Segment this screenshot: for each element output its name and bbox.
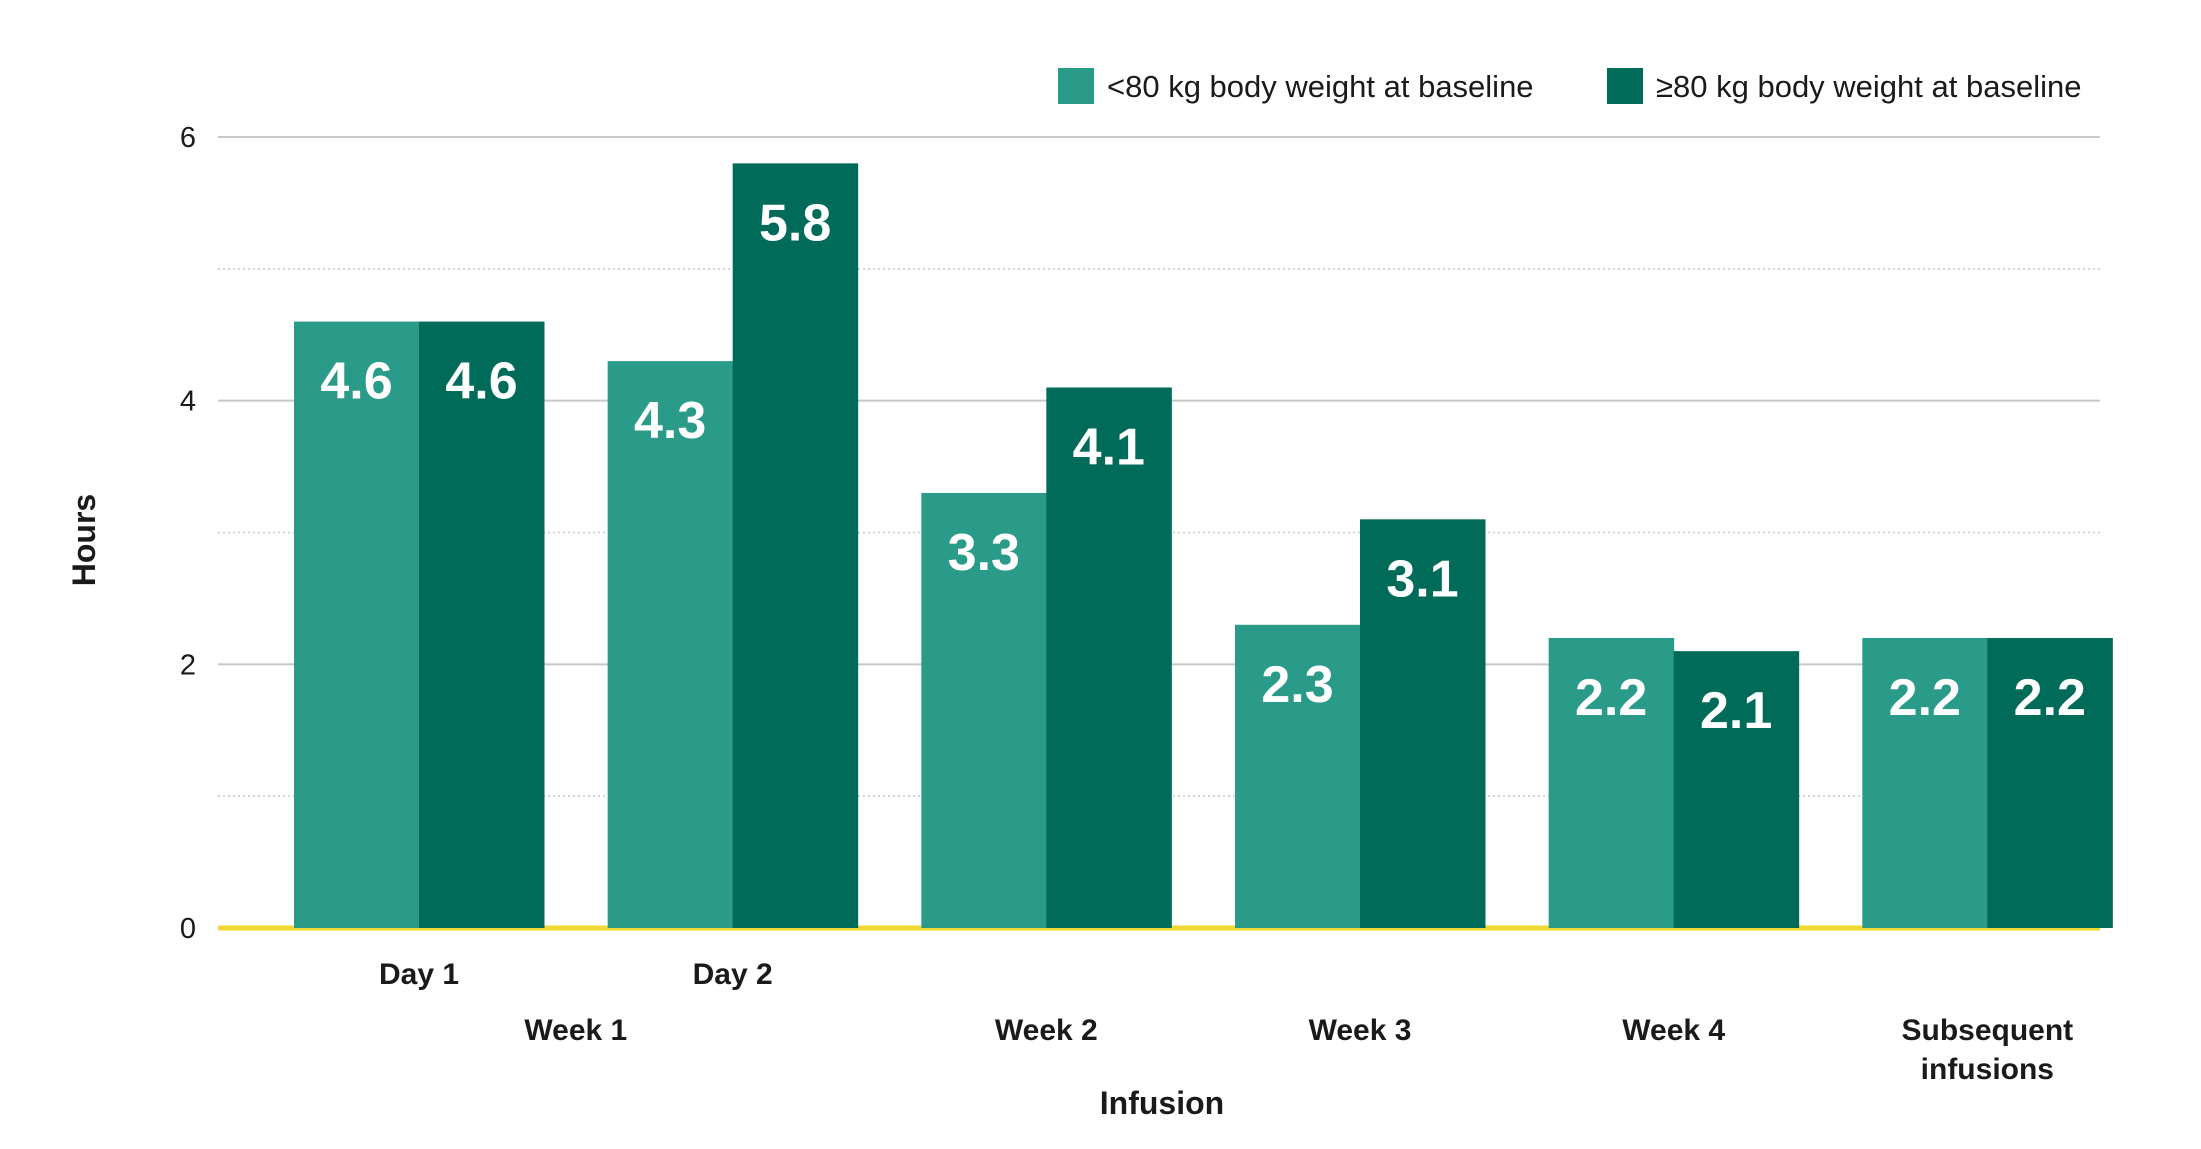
y-axis-ticks: 0 2 4 6 [180, 122, 196, 945]
x-axis-categories: Day 1 Day 2 Week 2 Week 3 Week 4 Subsequent in… [379, 958, 2073, 1086]
legend: <80 kg body weight at baseline ≥80 kg bod… [1058, 68, 2081, 104]
data-label: 3.1 [1386, 550, 1458, 608]
legend-swatch [1058, 68, 1094, 104]
x-category-label: Week 2 [995, 1014, 1098, 1047]
y-tick-label: 4 [180, 386, 196, 418]
data-label: 4.1 [1073, 418, 1145, 476]
x-axis-title: Infusion [1100, 1085, 1224, 1121]
bar-over-80kg [1360, 519, 1486, 928]
data-label: 4.6 [445, 353, 517, 411]
bar-over-80kg [1046, 387, 1172, 928]
x-category-label: Week 4 [1622, 1014, 1725, 1047]
data-label: 4.6 [320, 353, 392, 411]
y-tick-label: 6 [180, 122, 196, 154]
bar-over-80kg [1987, 637, 2113, 928]
x-category-label: Subsequent [1901, 1014, 2073, 1047]
legend-label: ≥80 kg body weight at baseline [1656, 69, 2081, 104]
x-group-label: Week 1 [524, 1014, 627, 1047]
data-label: 5.8 [759, 194, 831, 252]
x-category-label: Day 1 [379, 958, 459, 991]
bar-over-80kg [419, 321, 545, 929]
bars [294, 163, 2113, 929]
data-label: 3.3 [948, 524, 1020, 582]
data-label: 4.3 [634, 392, 706, 450]
legend-swatch [1607, 68, 1643, 104]
bar-under-80kg [607, 361, 734, 928]
x-category-label: Week 3 [1309, 1014, 1412, 1047]
bar-under-80kg [1548, 637, 1675, 928]
bar-under-80kg [921, 492, 1047, 928]
x-category-label: infusions [1921, 1053, 2054, 1086]
bar-under-80kg [1235, 624, 1361, 928]
x-category-label: Day 2 [693, 958, 773, 991]
data-label: 2.2 [2014, 669, 2086, 727]
data-label: 2.1 [1700, 682, 1772, 740]
legend-label: <80 kg body weight at baseline [1107, 69, 1534, 104]
y-axis-title: Hours [66, 494, 102, 586]
data-labels: 4.6 4.6 4.3 5.8 3.3 4.1 2.3 3.1 2.2 2.1 2.2 2.2 [320, 194, 2086, 740]
bar-under-80kg [294, 321, 420, 929]
data-label: 2.3 [1261, 656, 1333, 714]
bar-under-80kg [1862, 637, 1988, 928]
bar-over-80kg [732, 163, 859, 928]
data-label: 2.2 [1575, 669, 1647, 727]
y-tick-label: 0 [180, 913, 196, 945]
y-tick-label: 2 [180, 649, 196, 681]
data-label: 2.2 [1889, 669, 1961, 727]
bar-over-80kg [1673, 651, 1800, 928]
